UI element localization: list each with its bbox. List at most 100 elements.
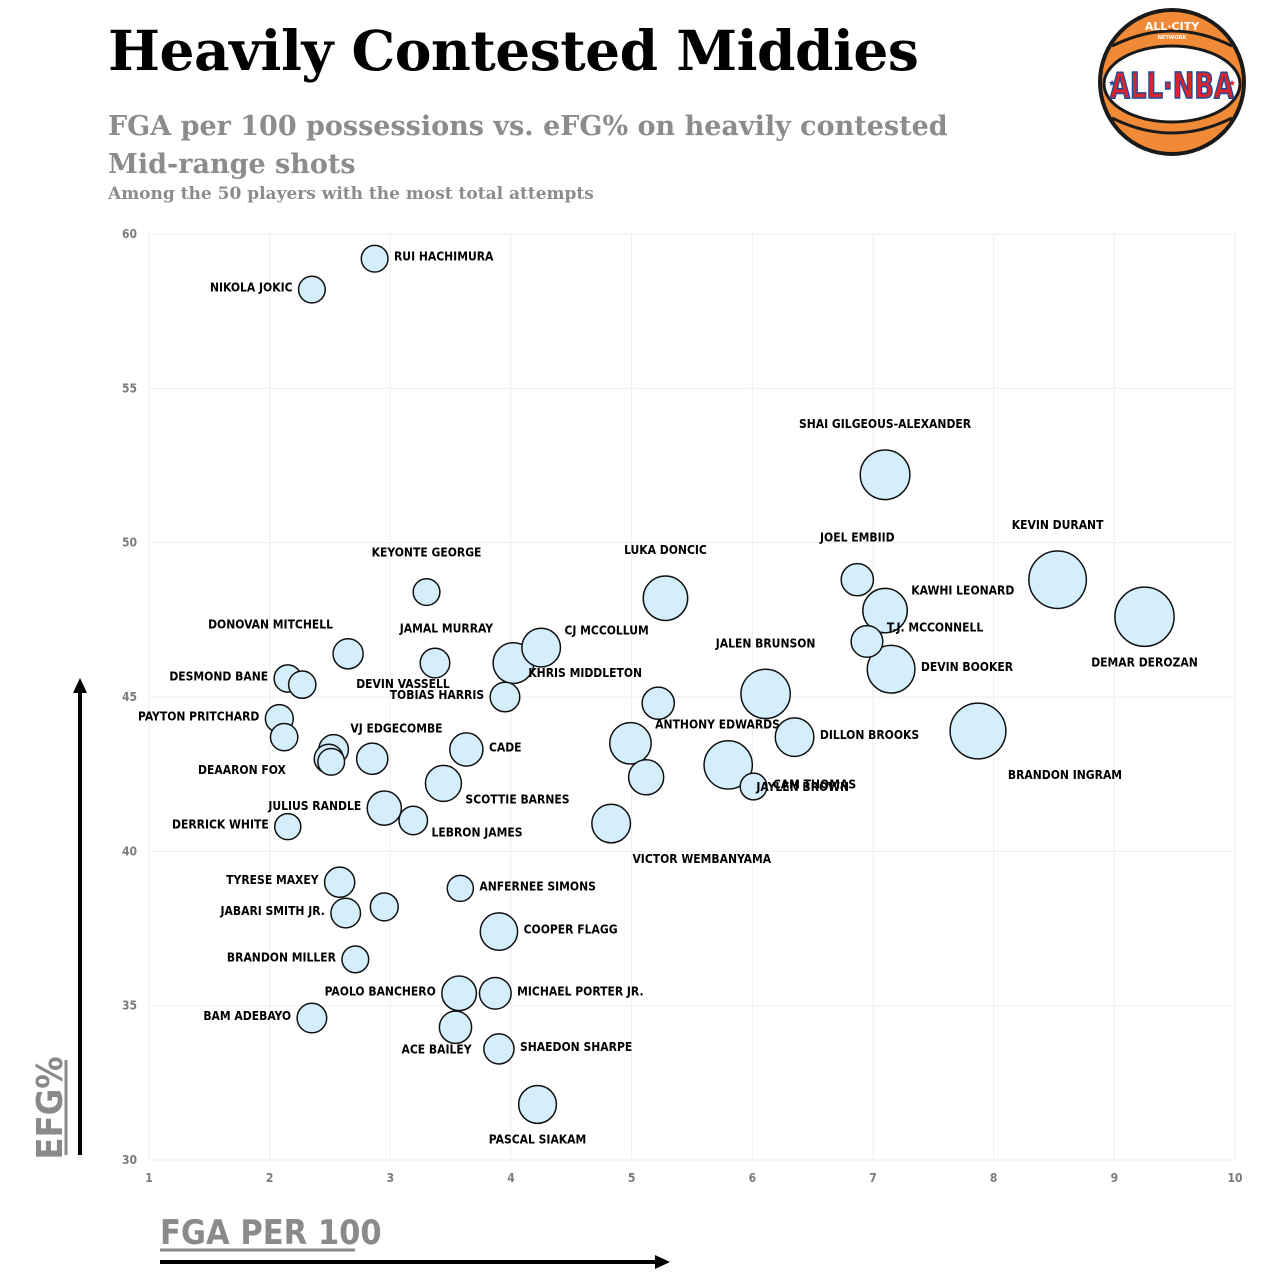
point-label: PAYTON PRITCHARD [138, 710, 259, 724]
data-point [1114, 586, 1175, 648]
y-tick-label: 30 [122, 1153, 137, 1167]
point-label: ANFERNEE SIMONS [479, 879, 596, 893]
x-tick-label: 6 [749, 1171, 757, 1185]
point-label: JULIUS RANDLE [267, 799, 361, 813]
data-point [441, 975, 478, 1012]
data-point [949, 702, 1007, 760]
data-point [341, 945, 370, 974]
data-point [478, 976, 512, 1010]
y-tick-label: 50 [122, 536, 137, 550]
data-point [449, 732, 484, 767]
point-label: PAOLO BANCHERO [325, 984, 436, 998]
point-label: T.J. MCCONNELL [887, 621, 984, 635]
point-label: TOBIAS HARRIS [390, 688, 484, 702]
data-point [641, 686, 676, 721]
data-point [1028, 550, 1088, 610]
x-tick-label: 9 [1111, 1171, 1119, 1185]
point-label: BAM ADEBAYO [203, 1009, 291, 1023]
point-label: ACE BAILEY [402, 1042, 472, 1056]
point-label: ANTHONY EDWARDS [655, 718, 780, 732]
point-label: PASCAL SIAKAM [489, 1132, 586, 1146]
logo-main-text: ALL·NBA [1110, 66, 1234, 107]
data-point [369, 892, 399, 922]
data-point [438, 1010, 473, 1045]
y-tick-label: 55 [122, 381, 137, 395]
point-label: JAMAL MURRAY [399, 622, 493, 636]
point-labels: RUI HACHIMURA NIKOLA JOKIC SHAI GILGEOUS-A… [138, 250, 1198, 1147]
point-label: SHAI GILGEOUS-ALEXANDER [799, 417, 972, 431]
data-point [739, 772, 768, 801]
data-point [398, 805, 429, 836]
point-label: DEVIN VASSELL [356, 677, 450, 691]
y-tick-label: 35 [122, 999, 137, 1013]
x-tick-label: 3 [387, 1171, 395, 1185]
y-axis-arrowhead [73, 678, 87, 693]
point-label: VICTOR WEMBANYAMA [632, 852, 771, 866]
data-point [859, 449, 911, 501]
logo-seam-top [1111, 29, 1233, 48]
point-label: BRANDON MILLER [227, 950, 337, 964]
logo-top-text: ALL·CITY [1145, 20, 1200, 33]
data-point [862, 587, 909, 634]
point-label: SCOTTIE BARNES [465, 792, 569, 806]
data-point [355, 742, 389, 776]
data-point [424, 764, 463, 803]
data-point [366, 790, 403, 826]
data-point [273, 812, 302, 841]
point-label: COOPER FLAGG [524, 923, 618, 937]
point-label: VJ EDGECOMBE [350, 722, 442, 736]
y-tick-label: 60 [122, 227, 137, 241]
point-label: KAWHI LEONARD [911, 583, 1014, 597]
data-point [323, 866, 356, 899]
point-label: DEMAR DEROZAN [1091, 655, 1198, 669]
logo-seam-bottom [1111, 116, 1233, 135]
y-tick-label: 45 [122, 690, 137, 704]
data-point [317, 747, 346, 776]
logo-small-text: NETWORK [1158, 35, 1188, 41]
x-tick-label: 10 [1227, 1171, 1242, 1185]
data-point [627, 758, 665, 796]
x-tick-label: 5 [628, 1171, 636, 1185]
point-label: NIKOLA JOKIC [210, 281, 293, 295]
data-point [774, 717, 815, 758]
logo-star-right: ★ [1228, 79, 1236, 89]
point-label: CJ MCCOLLUM [564, 623, 648, 637]
x-tick-label: 4 [507, 1171, 515, 1185]
data-point [297, 275, 326, 304]
x-tick-label: 1 [145, 1171, 153, 1185]
data-point [642, 575, 689, 622]
x-tick-label: 8 [990, 1171, 998, 1185]
data-point [412, 577, 441, 607]
chart-note: Among the 50 players with the most total… [108, 184, 594, 204]
logo-star-left: ★ [1108, 79, 1116, 89]
point-label: DERRICK WHITE [172, 818, 269, 832]
data-point [521, 627, 562, 668]
point-label: DEAARON FOX [198, 763, 286, 777]
x-axis-title: FGA PER 100 [160, 1213, 382, 1253]
data-point [740, 668, 792, 720]
point-label: KHRIS MIDDLETON [528, 666, 642, 680]
point-label: DESMOND BANE [169, 669, 268, 683]
x-axis-ticks: 1 2 3 4 5 6 7 8 9 10 [145, 1171, 1242, 1185]
data-point [419, 647, 451, 679]
data-point [332, 637, 364, 670]
data-point [269, 722, 299, 752]
data-point [489, 681, 521, 713]
data-point [330, 897, 362, 929]
point-label: JAYLEN BROWN [755, 780, 849, 794]
logo-banner [1102, 44, 1242, 124]
data-point [850, 624, 884, 659]
x-tick-label: 2 [266, 1171, 274, 1185]
data-point [446, 874, 475, 903]
point-label: JOEL EMBIID [819, 531, 895, 545]
grid-lines [148, 233, 1236, 1161]
y-axis-ticks: 30 35 40 45 50 55 60 [122, 227, 137, 1167]
x-tick-label: 7 [869, 1171, 877, 1185]
point-label: BRANDON INGRAM [1008, 768, 1122, 782]
point-label: TYRESE MAXEY [226, 873, 319, 887]
data-point [591, 803, 632, 844]
point-label: KEYONTE GEORGE [372, 546, 482, 560]
data-point [296, 1002, 328, 1034]
point-label: MICHAEL PORTER JR. [517, 984, 643, 998]
